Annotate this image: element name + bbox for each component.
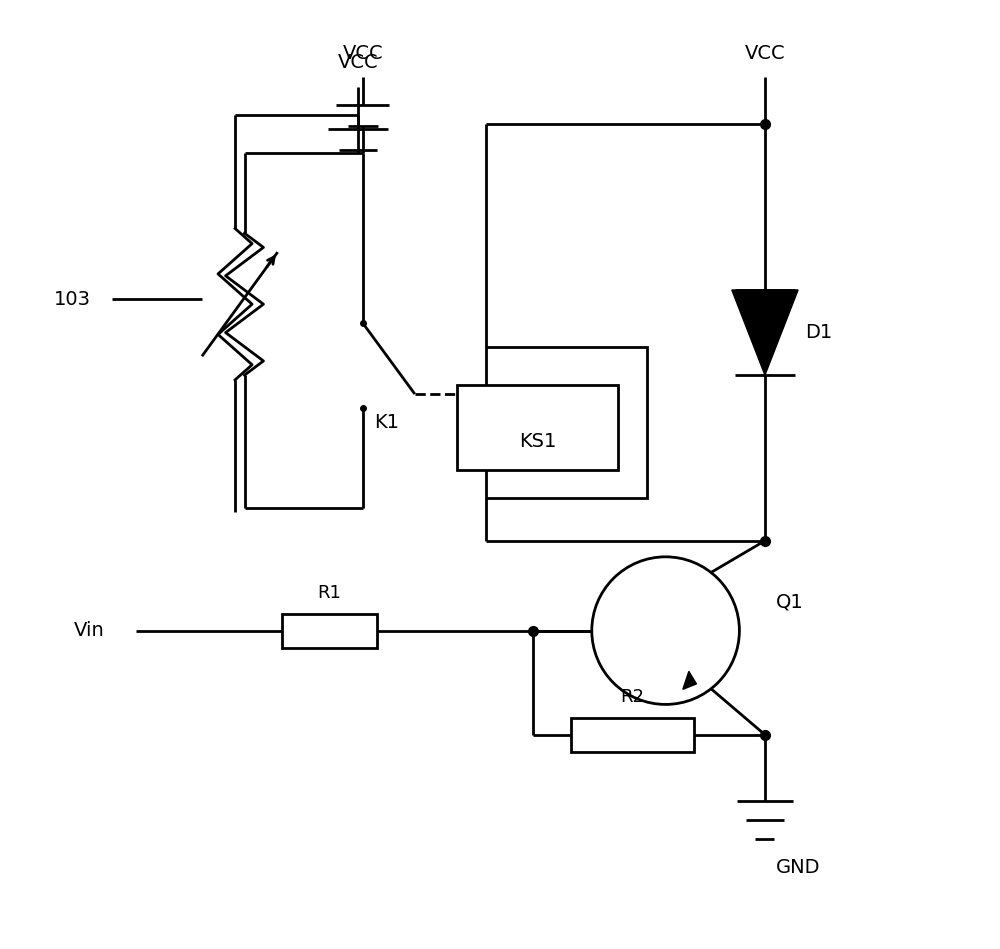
Bar bbox=[457, 384, 618, 470]
Polygon shape bbox=[683, 671, 696, 689]
Text: VCC: VCC bbox=[342, 44, 383, 63]
Circle shape bbox=[592, 557, 739, 704]
Text: Vin: Vin bbox=[74, 622, 105, 641]
Text: VCC: VCC bbox=[338, 53, 378, 72]
Bar bbox=[486, 346, 647, 498]
Text: KS1: KS1 bbox=[519, 432, 557, 451]
Text: K1: K1 bbox=[374, 413, 399, 432]
Text: D1: D1 bbox=[805, 323, 832, 342]
Text: 103: 103 bbox=[53, 290, 90, 309]
Text: R1: R1 bbox=[318, 585, 342, 603]
Polygon shape bbox=[732, 290, 798, 375]
Text: GND: GND bbox=[776, 858, 821, 877]
Text: VCC: VCC bbox=[745, 44, 785, 63]
Bar bbox=[282, 614, 377, 647]
Text: Q1: Q1 bbox=[776, 593, 804, 612]
Text: R2: R2 bbox=[620, 688, 644, 706]
Bar bbox=[571, 717, 694, 752]
